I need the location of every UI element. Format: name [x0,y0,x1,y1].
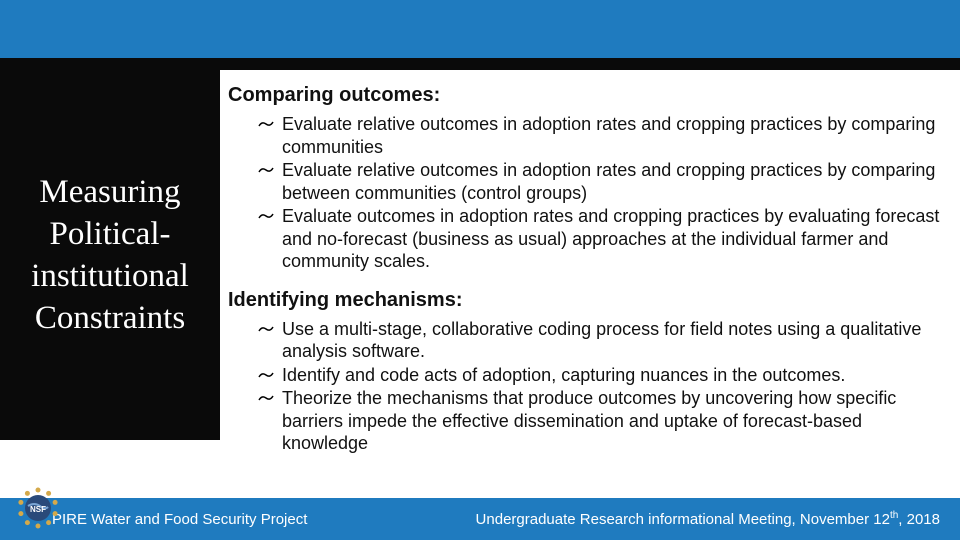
footer-right-text: Undergraduate Research informational Mee… [476,510,940,528]
list-item: Evaluate relative outcomes in adoption r… [258,159,940,204]
nsf-logo-icon: NSF [16,486,60,530]
header-bar [0,0,960,58]
list-item: Evaluate relative outcomes in adoption r… [258,113,940,158]
list-item: Identify and code acts of adoption, capt… [258,364,940,387]
sidebar-panel: Measuring Political-institutional Constr… [0,70,220,440]
bullet-list: Evaluate relative outcomes in adoption r… [228,113,940,273]
section-heading: Comparing outcomes: [228,84,940,107]
section-identifying: Identifying mechanisms: Use a multi-stag… [228,289,940,455]
list-item: Evaluate outcomes in adoption rates and … [258,205,940,273]
section-comparing: Comparing outcomes: Evaluate relative ou… [228,84,940,273]
svg-text:NSF: NSF [30,505,46,514]
section-heading: Identifying mechanisms: [228,289,940,312]
bullet-list: Use a multi-stage, collaborative coding … [228,318,940,455]
list-item: Use a multi-stage, collaborative coding … [258,318,940,363]
sidebar-title: Measuring Political-institutional Constr… [10,171,210,340]
footer-left-text: PIRE Water and Food Security Project [52,511,307,528]
footer-bar: PIRE Water and Food Security Project Und… [0,498,960,540]
footer-date-prefix: Undergraduate Research informational Mee… [476,511,890,528]
content-area: Comparing outcomes: Evaluate relative ou… [220,70,940,471]
footer-date-suffix: , 2018 [898,511,940,528]
header-divider [0,58,960,70]
list-item: Theorize the mechanisms that produce out… [258,387,940,455]
